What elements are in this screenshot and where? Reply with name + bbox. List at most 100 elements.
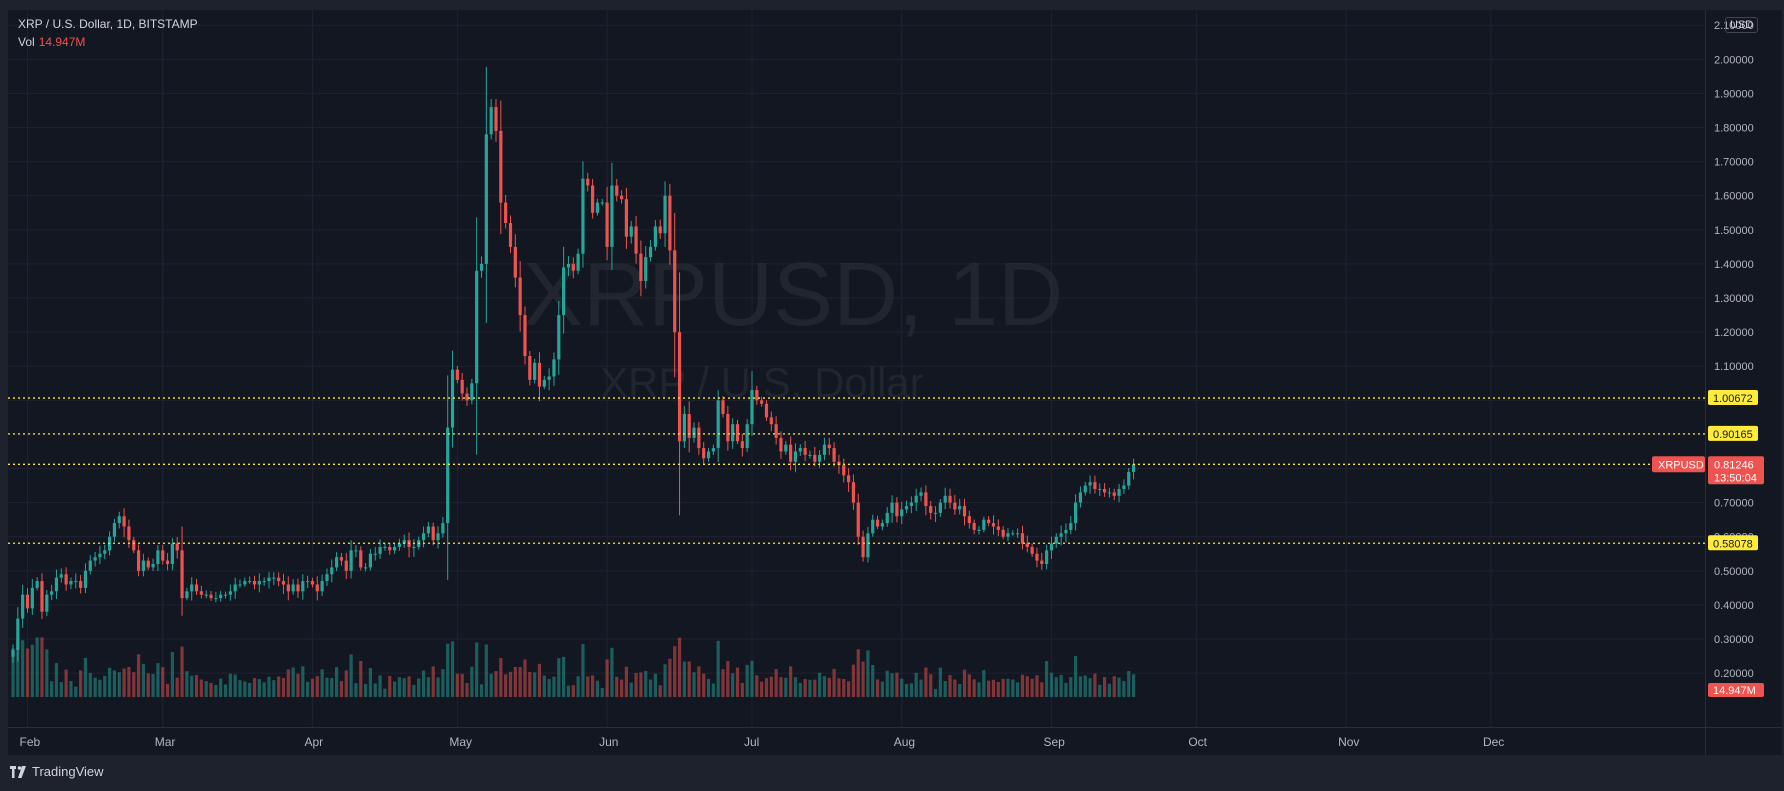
volume-bar [475,642,479,697]
candles [11,66,1136,663]
candle-body [600,202,604,204]
volume-bar [813,679,817,697]
axis-corner [1705,727,1782,755]
candle-body [972,523,976,530]
volume-bar [117,672,121,697]
candle-body [103,550,107,554]
candle-body [204,594,208,596]
tradingview-logo-icon [10,765,26,778]
volume-bar [938,667,942,697]
candle-body [962,506,967,517]
volume-bar [368,668,373,697]
candle-body [692,427,696,438]
volume-bar [383,688,387,697]
volume-bar [528,671,532,697]
volume-bar [388,675,392,697]
volume-bar [335,667,339,697]
candle-body [479,263,484,271]
candle-body [426,526,430,534]
candle-body [687,413,691,438]
currency-badge[interactable]: USD [1725,17,1759,33]
candle-body [117,516,121,524]
volume-bar [1088,678,1092,697]
candle-body [373,553,377,555]
candle-body [595,202,600,213]
candle-body [760,400,764,404]
candle-body [784,444,788,452]
price-chart[interactable]: XRPUSD, 1D XRP / U.S. Dollar XRPUSD [8,10,1705,727]
candle-body [141,560,146,571]
candle-body [629,226,633,237]
candle-body [378,546,382,554]
candle-body [190,584,194,592]
candle-body [938,502,942,513]
time-axis[interactable]: Feb Mar Apr May Jun Jul Aug Sep Oct Nov Dec [8,727,1705,755]
price-tick-label: 1.90000 [1714,88,1754,100]
candle-body [914,495,918,503]
candle-body [508,223,513,247]
candle-body [895,502,899,517]
volume-bar [610,647,614,697]
candle-body [677,332,682,442]
candle-body [764,403,769,418]
candle-body [1093,482,1097,489]
volume-bar [252,678,257,697]
volume-legend[interactable]: Vol 14.947M [18,35,85,49]
candle-body [79,581,83,588]
volume-bar [605,659,609,697]
candle-body [209,594,213,599]
candle-body [1059,533,1063,537]
volume-bar [1059,674,1063,697]
price-axis[interactable]: 2.10000 2.00000 1.90000 1.80000 1.70000 1.600… [1705,10,1782,727]
candle-body [161,550,165,561]
candle-body [446,427,450,524]
volume-bar [185,671,189,697]
candle-body [1035,553,1039,561]
volume-bar [615,676,619,697]
volume-bar [929,674,933,697]
volume-bar [1040,682,1044,697]
candle-body [624,199,629,237]
symbol-title[interactable]: XRP / U.S. Dollar, 1D, BITSTAMP [18,17,198,31]
price-tick-label: 0.50000 [1714,566,1754,578]
volume-bar [83,657,88,697]
volume-bar [900,678,904,697]
candle-body [634,226,638,254]
candle-body [837,461,841,466]
volume-bar [392,681,397,697]
candle-body [320,581,324,592]
volume-bar [967,674,971,697]
candle-body [93,557,97,561]
candle-body [228,591,232,595]
volume-bar [846,681,851,697]
candle-body [1098,488,1102,490]
candle-body [1001,529,1005,537]
volume-bar [803,679,807,697]
candle-body [880,523,884,527]
candle-body [919,492,923,496]
volume-bar [494,671,498,697]
candle-body [412,546,416,548]
price-tick-label: 1.10000 [1714,361,1754,373]
tradingview-brand[interactable]: TradingView [10,764,104,779]
chart-pane[interactable]: XRPUSD, 1D XRP / U.S. Dollar XRPUSD [8,10,1705,727]
volume-bar [924,667,928,697]
candle-body [21,594,25,619]
price-tick-label: 1.40000 [1714,259,1754,271]
candle-body [388,546,392,551]
volume-bar [784,677,788,697]
volume-bar [624,666,629,697]
candle-body [716,400,720,449]
volume-bar [378,675,382,697]
volume-bar [16,638,20,697]
candle-body [648,246,653,258]
candle-body [248,581,252,583]
volume-bar [1083,675,1087,697]
candle-body [1088,482,1092,486]
watermark-symbol: XRPUSD, 1D [523,245,1063,345]
candle-body [533,362,537,380]
volume-bar [165,683,170,697]
volume-bar [25,648,30,697]
volume-bar [64,669,68,697]
volume-bar [692,672,696,697]
